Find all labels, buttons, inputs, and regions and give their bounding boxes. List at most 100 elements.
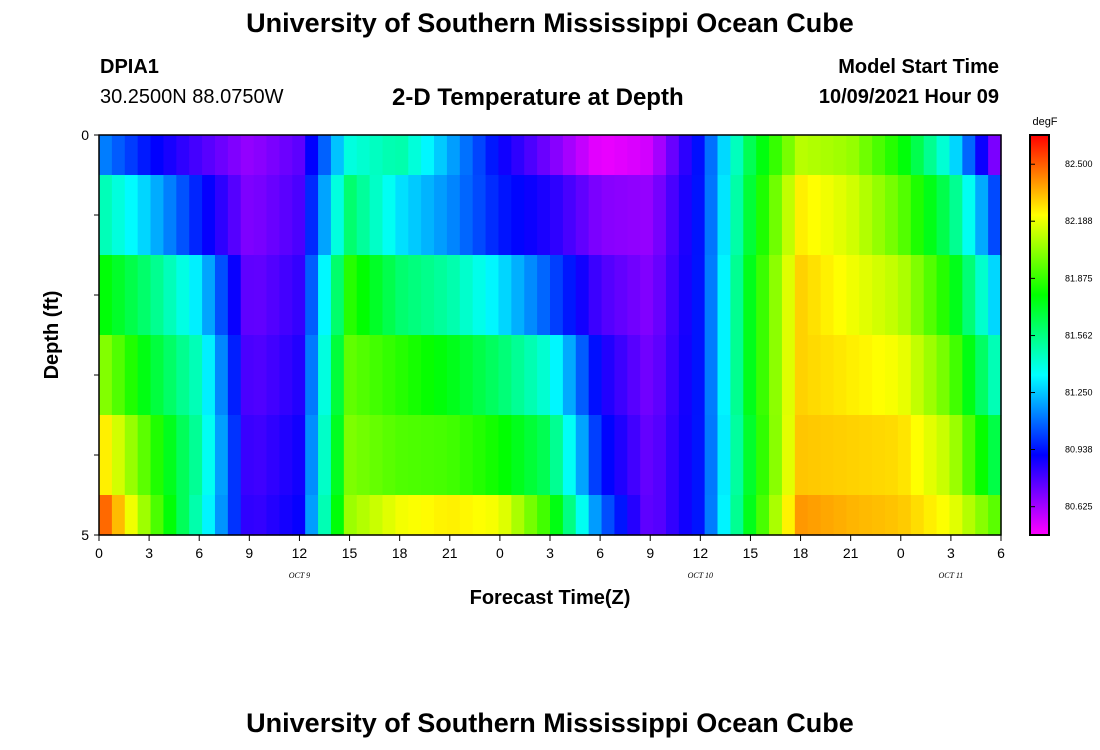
heatmap-cell	[640, 175, 654, 256]
heatmap-cell	[524, 335, 538, 416]
heatmap-cell	[330, 175, 345, 256]
heatmap-cell	[369, 335, 384, 416]
x-date-label: OCT 9	[289, 571, 310, 580]
heatmap-cell	[537, 495, 551, 536]
x-tick-label: 3	[145, 545, 153, 561]
heatmap-cell	[691, 255, 706, 336]
heatmap-cell	[240, 135, 255, 176]
model-start-label: Model Start Time	[838, 56, 999, 78]
heatmap-cell	[408, 415, 422, 496]
heatmap-cell	[678, 415, 693, 496]
heatmap-cell	[769, 415, 783, 496]
heatmap-cell	[769, 495, 783, 536]
heatmap-cell	[550, 415, 564, 496]
heatmap-cell	[846, 495, 860, 536]
heatmap-cell	[614, 495, 628, 536]
heatmap-cell	[910, 175, 925, 256]
heatmap-cell	[150, 415, 165, 496]
heatmap-cell	[859, 255, 873, 336]
heatmap-cell	[781, 415, 796, 496]
heatmap-cell	[846, 335, 860, 416]
heatmap-cell	[820, 255, 835, 336]
top-title: University of Southern Mississippi Ocean…	[246, 8, 854, 38]
heatmap-cell	[640, 335, 654, 416]
heatmap-cell	[949, 255, 963, 336]
heatmap-cell	[214, 495, 229, 536]
x-tick-label: 9	[245, 545, 253, 561]
heatmap-cell	[601, 335, 616, 416]
colorbar-tick-label: 80.938	[1065, 445, 1093, 455]
heatmap-cell	[872, 495, 886, 536]
heatmap-cell	[975, 135, 989, 176]
heatmap-cell	[575, 135, 590, 176]
heatmap-cell	[923, 175, 938, 256]
heatmap-cell	[356, 135, 371, 176]
heatmap-cell	[794, 255, 809, 336]
heatmap-cell	[781, 495, 796, 536]
heatmap-cell	[356, 335, 371, 416]
heatmap-cell	[421, 415, 435, 496]
heatmap-cell	[910, 335, 925, 416]
heatmap-cell	[305, 335, 319, 416]
heatmap-cell	[459, 415, 474, 496]
heatmap-cell	[421, 255, 435, 336]
heatmap-cell	[936, 495, 951, 536]
heatmap-cell	[421, 495, 435, 536]
heatmap-cell	[537, 135, 551, 176]
heatmap-cell	[769, 175, 783, 256]
heatmap-cell	[653, 175, 667, 256]
x-tick-label: 21	[442, 545, 458, 561]
heatmap-cell	[343, 255, 358, 336]
heatmap-cell	[524, 495, 538, 536]
heatmap-cell	[743, 175, 757, 256]
heatmap-cell	[524, 135, 538, 176]
heatmap-cell	[975, 415, 989, 496]
heatmap-cell	[253, 415, 268, 496]
heatmap-cell	[485, 495, 500, 536]
heatmap-cell	[189, 495, 203, 536]
heatmap-cell	[730, 255, 744, 336]
heatmap-cell	[266, 335, 280, 416]
heatmap-cell	[214, 335, 229, 416]
heatmap-cell	[807, 255, 822, 336]
heatmap-cell	[150, 175, 165, 256]
bottom-title: University of Southern Mississippi Ocean…	[246, 708, 854, 738]
heatmap-cell	[807, 415, 822, 496]
heatmap-cell	[266, 255, 280, 336]
heatmap-cell	[434, 135, 448, 176]
heatmap-cell	[833, 175, 847, 256]
heatmap-cell	[717, 255, 731, 336]
heatmap-cell	[988, 415, 1002, 496]
heatmap-cell	[833, 415, 847, 496]
heatmap-cell	[627, 255, 641, 336]
heatmap-cell	[601, 135, 616, 176]
colorbar: degF 82.500 82.188 81.875 81.562 81.250 80.93…	[1029, 116, 1093, 536]
heatmap-cell	[962, 175, 976, 256]
heatmap-cell	[949, 335, 963, 416]
heatmap-cell	[988, 175, 1002, 256]
heatmap-cell	[472, 495, 487, 536]
heatmap-cell	[678, 135, 693, 176]
heatmap-cell	[163, 255, 177, 336]
heatmap-cell	[498, 415, 512, 496]
heatmap-cell	[653, 135, 667, 176]
heatmap-cell	[653, 255, 667, 336]
heatmap-cell	[756, 255, 770, 336]
heatmap-cell	[872, 135, 886, 176]
heatmap-cell	[124, 175, 139, 256]
heatmap-cell	[910, 495, 925, 536]
x-tick-label: 9	[646, 545, 654, 561]
heatmap-cell	[214, 255, 229, 336]
heatmap-cell	[872, 335, 886, 416]
heatmap-cell	[640, 255, 654, 336]
x-date-label: OCT 10	[688, 571, 713, 580]
heatmap-cell	[665, 495, 680, 536]
heatmap-cell	[382, 255, 396, 336]
heatmap-cell	[99, 495, 113, 536]
heatmap-cell	[524, 415, 538, 496]
heatmap-cell	[485, 255, 500, 336]
heatmap-cell	[446, 335, 461, 416]
heatmap-cell	[498, 175, 512, 256]
heatmap-cell	[781, 175, 796, 256]
heatmap-cell	[330, 135, 345, 176]
